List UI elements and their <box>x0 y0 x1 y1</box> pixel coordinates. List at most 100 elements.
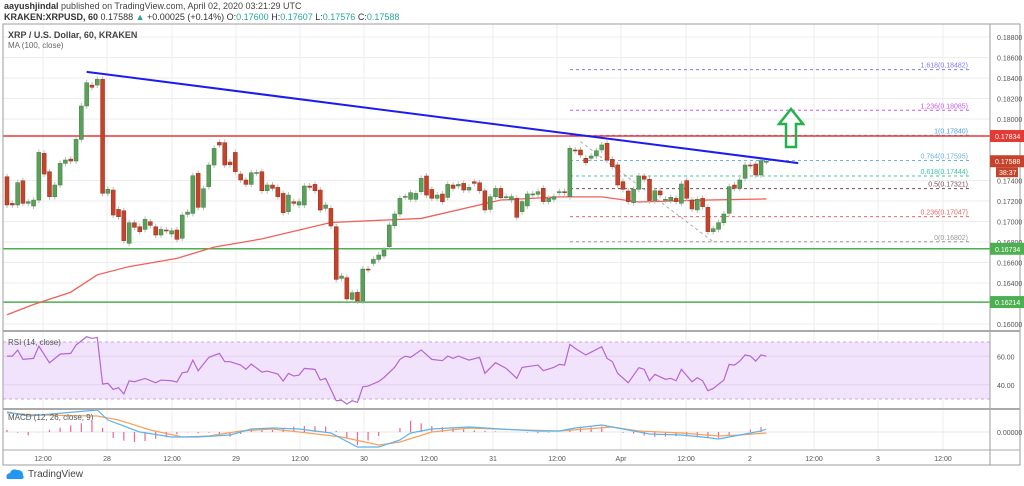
candle-down <box>164 229 169 232</box>
rsi-pane[interactable] <box>3 336 990 405</box>
candle-up <box>594 150 599 157</box>
candle-up <box>264 184 270 191</box>
candle-down <box>620 181 626 190</box>
time-tick-label: 12:00 <box>291 456 309 463</box>
candle-down <box>243 179 249 185</box>
candle-up <box>376 254 381 260</box>
ma-legend: MA (100, close) <box>8 41 64 50</box>
fib-level-label: 0.764(0.17595) <box>921 154 968 161</box>
candle-up <box>758 160 764 176</box>
fib-anchor-line <box>580 141 714 243</box>
candle-up <box>296 201 302 206</box>
candle-up <box>726 186 732 214</box>
low-label: L: <box>315 12 323 22</box>
candle-down <box>328 208 334 227</box>
candle-up <box>764 160 769 163</box>
candle-up <box>63 159 68 164</box>
candle-down <box>10 203 15 206</box>
candle-up <box>105 189 111 194</box>
candle-up <box>249 172 254 185</box>
candle-up <box>381 249 387 257</box>
candle-down <box>233 152 238 172</box>
candle-down <box>41 153 47 175</box>
candle-down <box>705 207 711 232</box>
current-price-tag <box>990 155 1024 168</box>
candle-down <box>541 188 546 202</box>
candle-up <box>36 152 42 201</box>
candle-down <box>498 188 504 198</box>
candle-down <box>615 164 620 186</box>
publish-text: published on TradingView.com, April 02, … <box>61 1 302 11</box>
fib-level-label: 1.618(0.18482) <box>921 63 968 70</box>
brand-name: TradingView <box>28 468 84 480</box>
candle-down <box>572 149 578 152</box>
candle-up <box>95 79 100 86</box>
main-pane[interactable]: 1.618(0.18482) 1.236(0.18085) 1(0.17840) 0.… <box>3 63 990 316</box>
candle-up <box>695 199 700 211</box>
candle-up <box>302 185 307 206</box>
candle-up <box>158 229 164 236</box>
macd-tick-label: 0.00000 <box>997 430 1022 437</box>
author[interactable]: aayushjindal <box>4 1 59 11</box>
candle-down <box>647 179 652 201</box>
candle-down <box>355 292 360 302</box>
candle-down <box>238 173 243 181</box>
time-tick-label: 12:00 <box>548 456 566 463</box>
macd-pane[interactable] <box>3 409 990 448</box>
candle-down <box>116 209 121 217</box>
price-level-tag <box>990 130 1024 143</box>
countdown-label: 38:37 <box>999 170 1017 177</box>
macd-line <box>6 409 767 448</box>
candle-down <box>47 171 52 197</box>
candle-up <box>434 194 440 199</box>
candle-down <box>440 193 445 202</box>
candle-up <box>716 222 721 230</box>
candle-down <box>578 149 583 156</box>
candle-down <box>280 193 286 213</box>
candle-down <box>626 190 631 202</box>
candle-up <box>567 148 573 197</box>
time-tick-label: 3 <box>876 456 880 463</box>
axes[interactable]: 12:00 28 12:00 29 12:00 30 12:00 31 12:00 Apr 12:0… <box>2 23 1024 466</box>
candle-down <box>450 184 456 189</box>
candle-up <box>179 214 185 239</box>
candle-down <box>732 184 737 189</box>
candle-up <box>556 191 562 193</box>
candle-up <box>721 213 727 223</box>
rsi-tick-label: 60.00 <box>997 354 1015 361</box>
candle-up <box>371 259 376 264</box>
candle-down <box>344 277 350 300</box>
time-tick-label: 30 <box>360 456 368 463</box>
candle-down <box>657 190 663 196</box>
candle-up <box>339 275 344 279</box>
candle-down <box>684 180 689 199</box>
price-tick-label: 0.16600 <box>997 261 1022 268</box>
candle-down <box>673 198 679 202</box>
time-tick-label: Apr <box>616 456 628 463</box>
tradingview-logo[interactable]: TradingView <box>5 468 83 480</box>
price-tick-label: 0.18200 <box>997 97 1022 104</box>
price-level-label: 0.17834 <box>995 134 1020 141</box>
price-level-tag <box>990 242 1024 255</box>
candle-up <box>79 105 84 140</box>
candle-down <box>137 226 142 232</box>
candle-down <box>461 183 466 191</box>
price-change: +0.00025 (+0.14%) <box>147 12 225 22</box>
fib-level-label: 0(0.16802) <box>934 235 968 242</box>
candle-down <box>318 189 323 211</box>
open-value: 0.17600 <box>236 12 269 22</box>
candle-down <box>700 198 705 207</box>
candle-up <box>509 196 514 201</box>
candle-up <box>190 175 196 214</box>
candle-down <box>562 191 567 193</box>
macd-signal-line <box>6 412 767 446</box>
price-tick-label: 0.17400 <box>997 179 1022 186</box>
candle-down <box>153 226 158 236</box>
time-tick-label: 12:00 <box>420 456 438 463</box>
candle-down <box>275 187 281 197</box>
candle-up <box>57 163 63 186</box>
candle-down <box>270 184 275 189</box>
candle-down <box>89 84 95 88</box>
price-level-label: 0.16214 <box>995 300 1020 307</box>
